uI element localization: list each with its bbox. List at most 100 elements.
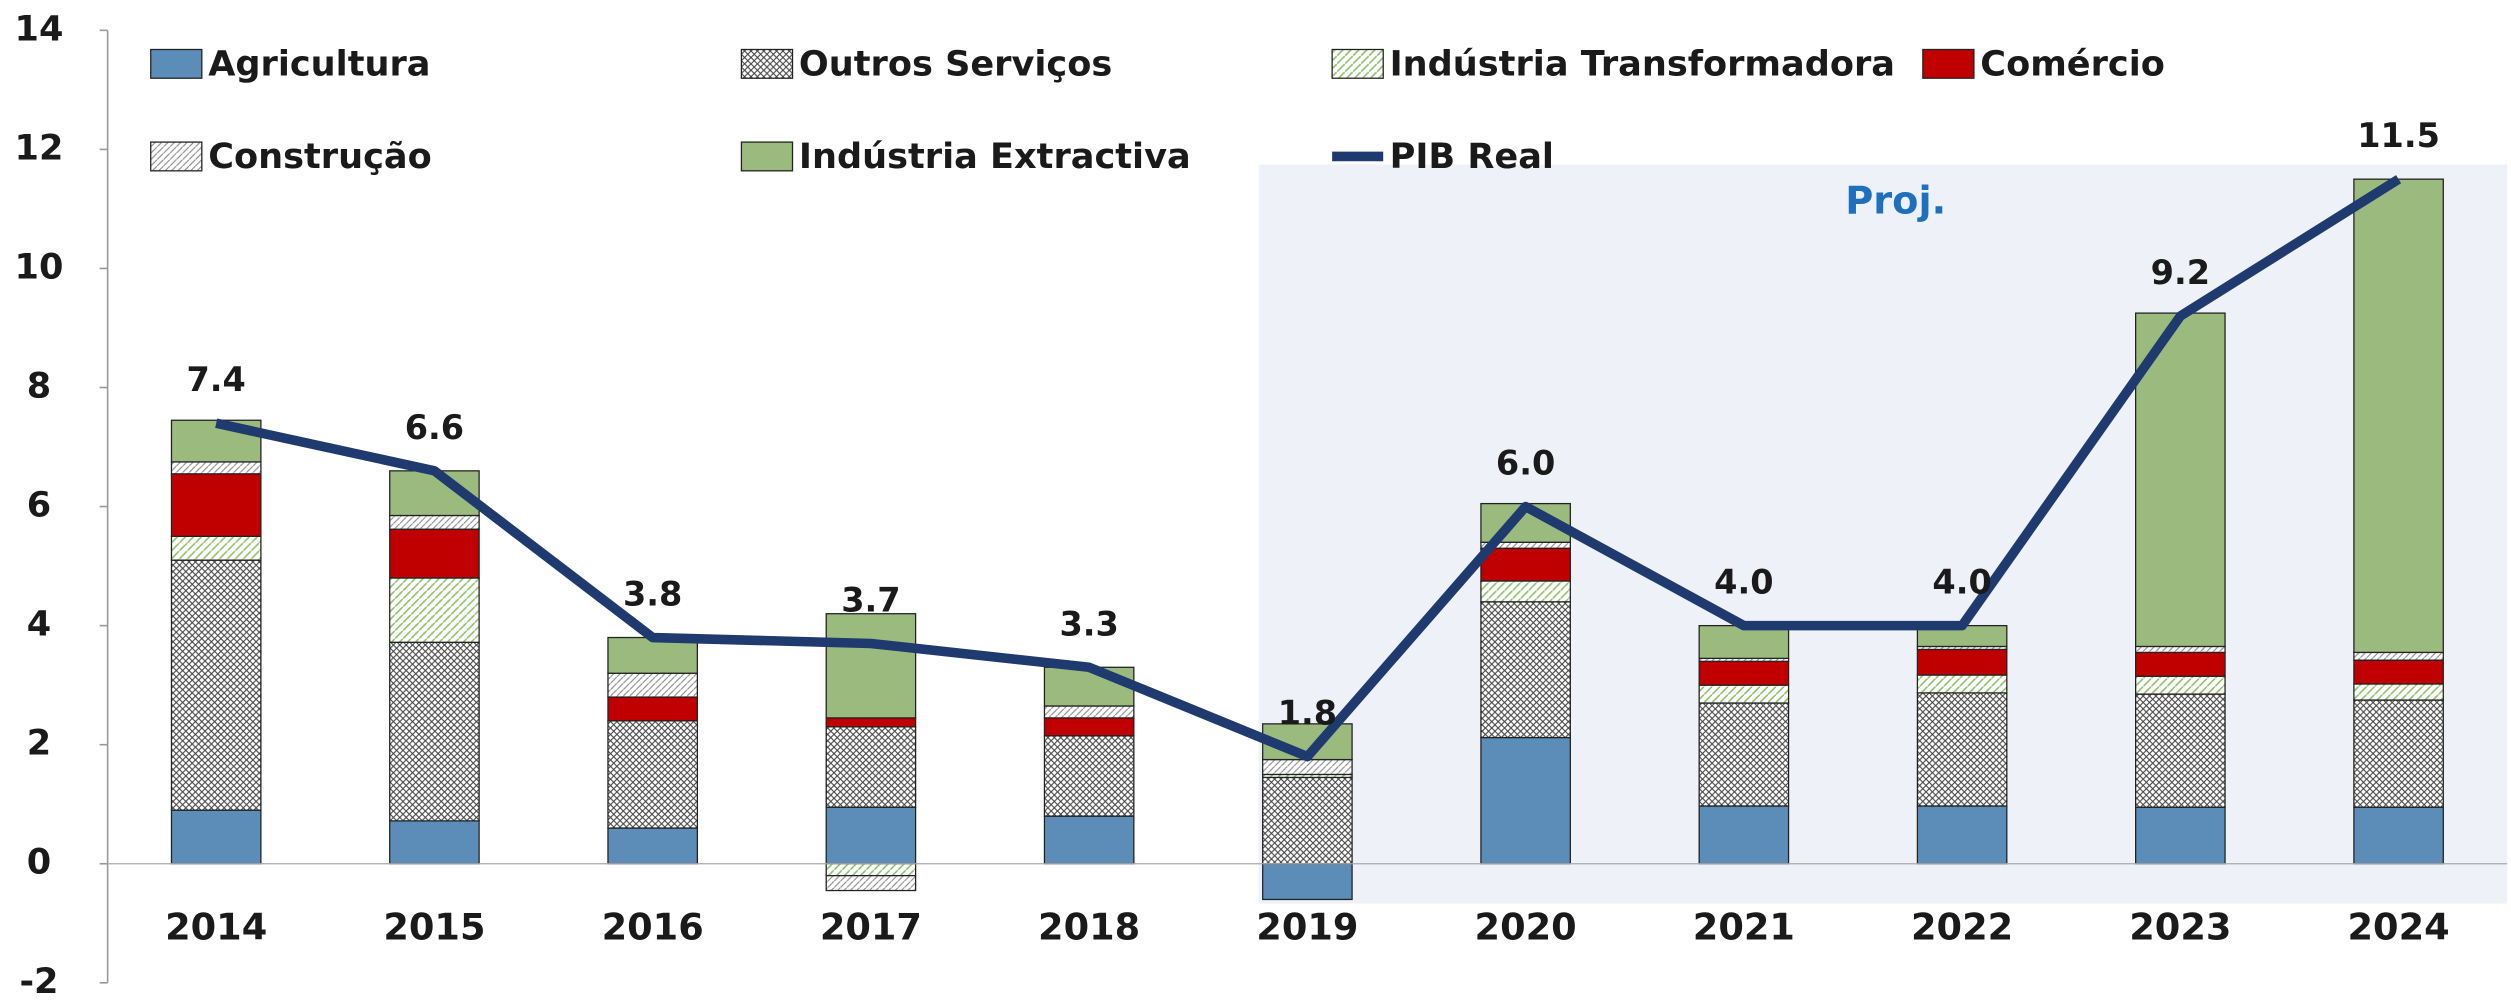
- x-tick-label: 2018: [1038, 906, 1140, 949]
- bar-segment: [1043, 815, 1135, 865]
- bar-segment: [2135, 651, 2226, 677]
- data-label: 3.3: [1059, 604, 1118, 643]
- bar-segment: [1262, 758, 1353, 776]
- bar-segment: [2353, 651, 2444, 661]
- bar-segment: [1262, 776, 1353, 865]
- data-label: 1.8: [1278, 694, 1337, 733]
- x-tick-label: 2015: [383, 906, 485, 949]
- bar-segment: [2135, 675, 2226, 695]
- bar-segment: [170, 809, 262, 865]
- y-tick-label: 10: [15, 246, 64, 287]
- legend-label: Indústria Extractiva: [799, 136, 1191, 177]
- data-label: 3.7: [841, 580, 900, 619]
- bar-segment: [1043, 717, 1135, 737]
- bar-segment: [170, 535, 262, 561]
- data-label: 4.0: [1932, 563, 1991, 602]
- x-tick-label: 2022: [1911, 906, 2013, 949]
- bar-segment: [389, 820, 480, 865]
- bar-segment: [2353, 683, 2444, 701]
- bar-segment: [607, 636, 699, 674]
- bar-segment: [1698, 660, 1790, 686]
- bar-segment: [607, 827, 699, 865]
- bar-segment: [825, 613, 917, 719]
- bar-segment: [389, 528, 480, 579]
- data-label: 6.0: [1496, 444, 1555, 483]
- bar-segment: [1480, 736, 1571, 865]
- bar-segment: [170, 559, 262, 811]
- bar-segment: [2135, 693, 2226, 808]
- x-tick-label: 2021: [1693, 906, 1795, 949]
- bar-segment: [2353, 699, 2444, 808]
- bar-segment: [389, 514, 480, 530]
- bar-segment: [1480, 547, 1571, 582]
- bar-segment: [1480, 601, 1571, 739]
- legend-swatch: [1922, 48, 1975, 79]
- bar-segment: [1698, 805, 1790, 865]
- legend-label: Comércio: [1980, 43, 2165, 84]
- bar-segment: [1698, 684, 1790, 704]
- bar-segment: [825, 726, 917, 808]
- legend-swatch: [150, 48, 203, 79]
- legend-label: Agricultura: [208, 43, 430, 84]
- x-tick-label: 2014: [165, 906, 267, 949]
- x-tick-label: 2024: [2348, 906, 2450, 949]
- x-tick-label: 2017: [820, 906, 922, 949]
- legend-label: PIB Real: [1390, 136, 1554, 177]
- bar-segment: [607, 672, 699, 698]
- bar-segment: [1916, 674, 2008, 694]
- bar-segment: [1916, 692, 2008, 807]
- legend-label: Construção: [208, 136, 432, 177]
- y-tick-label: 4: [27, 604, 51, 645]
- x-tick-label: 2019: [1256, 906, 1358, 949]
- bar-segment: [1043, 705, 1135, 719]
- bar-segment: [1698, 702, 1790, 807]
- bar-segment: [1043, 735, 1135, 817]
- legend-swatch: [740, 48, 794, 79]
- bar-segment: [2135, 806, 2226, 865]
- bar-segment: [389, 577, 480, 643]
- bar-segment: [1916, 648, 2008, 676]
- legend-swatch: [150, 141, 203, 172]
- bar-segment: [825, 875, 917, 892]
- x-tick-label: 2016: [602, 906, 704, 949]
- x-tick-label: 2020: [1475, 906, 1577, 949]
- bar-segment: [607, 720, 699, 829]
- y-tick-label: 2: [27, 723, 51, 764]
- bar-segment: [170, 461, 262, 475]
- bar-segment: [607, 696, 699, 722]
- bar-segment: [825, 863, 917, 877]
- y-tick-label: -2: [19, 961, 58, 1001]
- bar-segment: [2353, 659, 2444, 685]
- projection-area: [1258, 164, 2508, 904]
- data-label: 11.5: [2357, 116, 2440, 155]
- bar-segment: [170, 473, 262, 537]
- bar-segment: [1916, 805, 2008, 865]
- y-tick-label: 6: [27, 485, 51, 526]
- y-tick-label: 12: [15, 127, 64, 168]
- bar-segment: [825, 806, 917, 865]
- bar-segment: [2353, 806, 2444, 865]
- legend-label: Outros Serviços: [799, 43, 1112, 84]
- bar-segment: [825, 717, 917, 728]
- y-tick-label: 14: [15, 8, 64, 49]
- legend-label: Indústria Transformadora: [1390, 43, 1895, 84]
- bar-segment: [389, 641, 480, 822]
- legend-swatch: [1331, 48, 1384, 79]
- bar-segment: [2135, 312, 2226, 648]
- bar-segment: [2353, 178, 2444, 654]
- data-label: 3.8: [623, 575, 682, 614]
- line: [215, 175, 2402, 762]
- data-label: 7.4: [186, 360, 245, 399]
- bar-segment: [1262, 863, 1353, 901]
- data-label: 9.2: [2151, 253, 2210, 292]
- y-tick-label: 0: [27, 842, 51, 883]
- data-label: 6.6: [405, 408, 464, 447]
- annotation: Proj.: [1845, 178, 1946, 223]
- bar-segment: [1698, 624, 1790, 660]
- bar-segment: [1043, 666, 1135, 707]
- bar-segment: [2135, 645, 2226, 654]
- legend-swatch: [740, 141, 794, 172]
- x-tick-label: 2023: [2129, 906, 2231, 949]
